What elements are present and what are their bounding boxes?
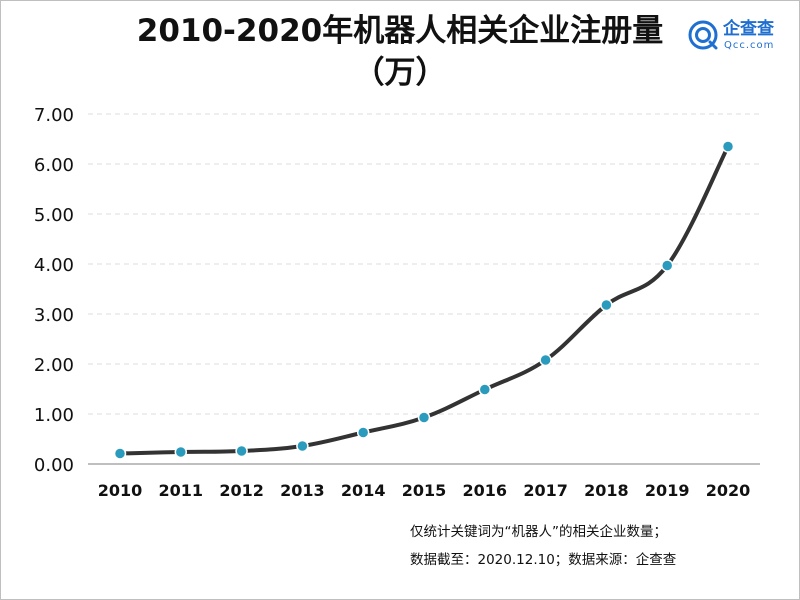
data-point <box>417 411 431 424</box>
data-point <box>478 383 492 396</box>
data-point <box>600 298 613 312</box>
x-tick-label: 2013 <box>280 481 325 500</box>
x-tick-label: 2017 <box>523 481 568 500</box>
x-tick-label: 2015 <box>402 481 447 500</box>
qcc-logo: 企查查 Qcc.com <box>688 18 798 64</box>
y-tick-label: 2.00 <box>34 355 74 376</box>
y-tick-label: 3.00 <box>34 305 74 326</box>
x-tick-label: 2014 <box>341 481 386 500</box>
y-tick-label: 1.00 <box>34 405 74 426</box>
chart-title: 2010-2020年机器人相关企业注册量 （万） <box>0 10 800 94</box>
qcc-logo-icon <box>688 20 718 50</box>
x-tick-label: 2010 <box>98 481 143 500</box>
note-line-1: 仅统计关键词为“机器人”的相关企业数量； <box>410 524 667 540</box>
x-tick-label: 2012 <box>219 481 264 500</box>
x-tick-label: 2016 <box>463 481 508 500</box>
data-point <box>174 445 188 459</box>
chart-title-line1: 2010-2020年机器人相关企业注册量 <box>136 13 664 49</box>
note-line-2: 数据截至：2020.12.10；数据来源：企查查 <box>410 552 677 568</box>
data-point <box>660 259 674 272</box>
data-point <box>235 444 248 458</box>
data-point <box>296 439 309 453</box>
x-tick-label: 2020 <box>706 481 751 500</box>
data-point <box>721 140 735 153</box>
y-tick-label: 4.00 <box>34 255 74 276</box>
data-point <box>356 426 370 439</box>
chart-title-line2: （万） <box>353 55 447 91</box>
y-tick-label: 0.00 <box>34 455 74 476</box>
y-tick-label: 7.00 <box>34 105 74 126</box>
y-tick-label: 5.00 <box>34 205 74 226</box>
x-tick-label: 2011 <box>159 481 204 500</box>
data-point <box>113 447 127 460</box>
y-tick-label: 6.00 <box>34 155 74 176</box>
series-line <box>118 144 730 456</box>
data-point <box>539 353 552 367</box>
chart-notes: 仅统计关键词为“机器人”的相关企业数量； 数据截至：2020.12.10；数据来… <box>410 518 676 574</box>
qcc-logo-subtext: Qcc.com <box>724 40 775 51</box>
qcc-logo-text: 企查查 <box>723 19 774 39</box>
x-tick-label: 2019 <box>645 481 690 500</box>
x-tick-label: 2018 <box>584 481 629 500</box>
